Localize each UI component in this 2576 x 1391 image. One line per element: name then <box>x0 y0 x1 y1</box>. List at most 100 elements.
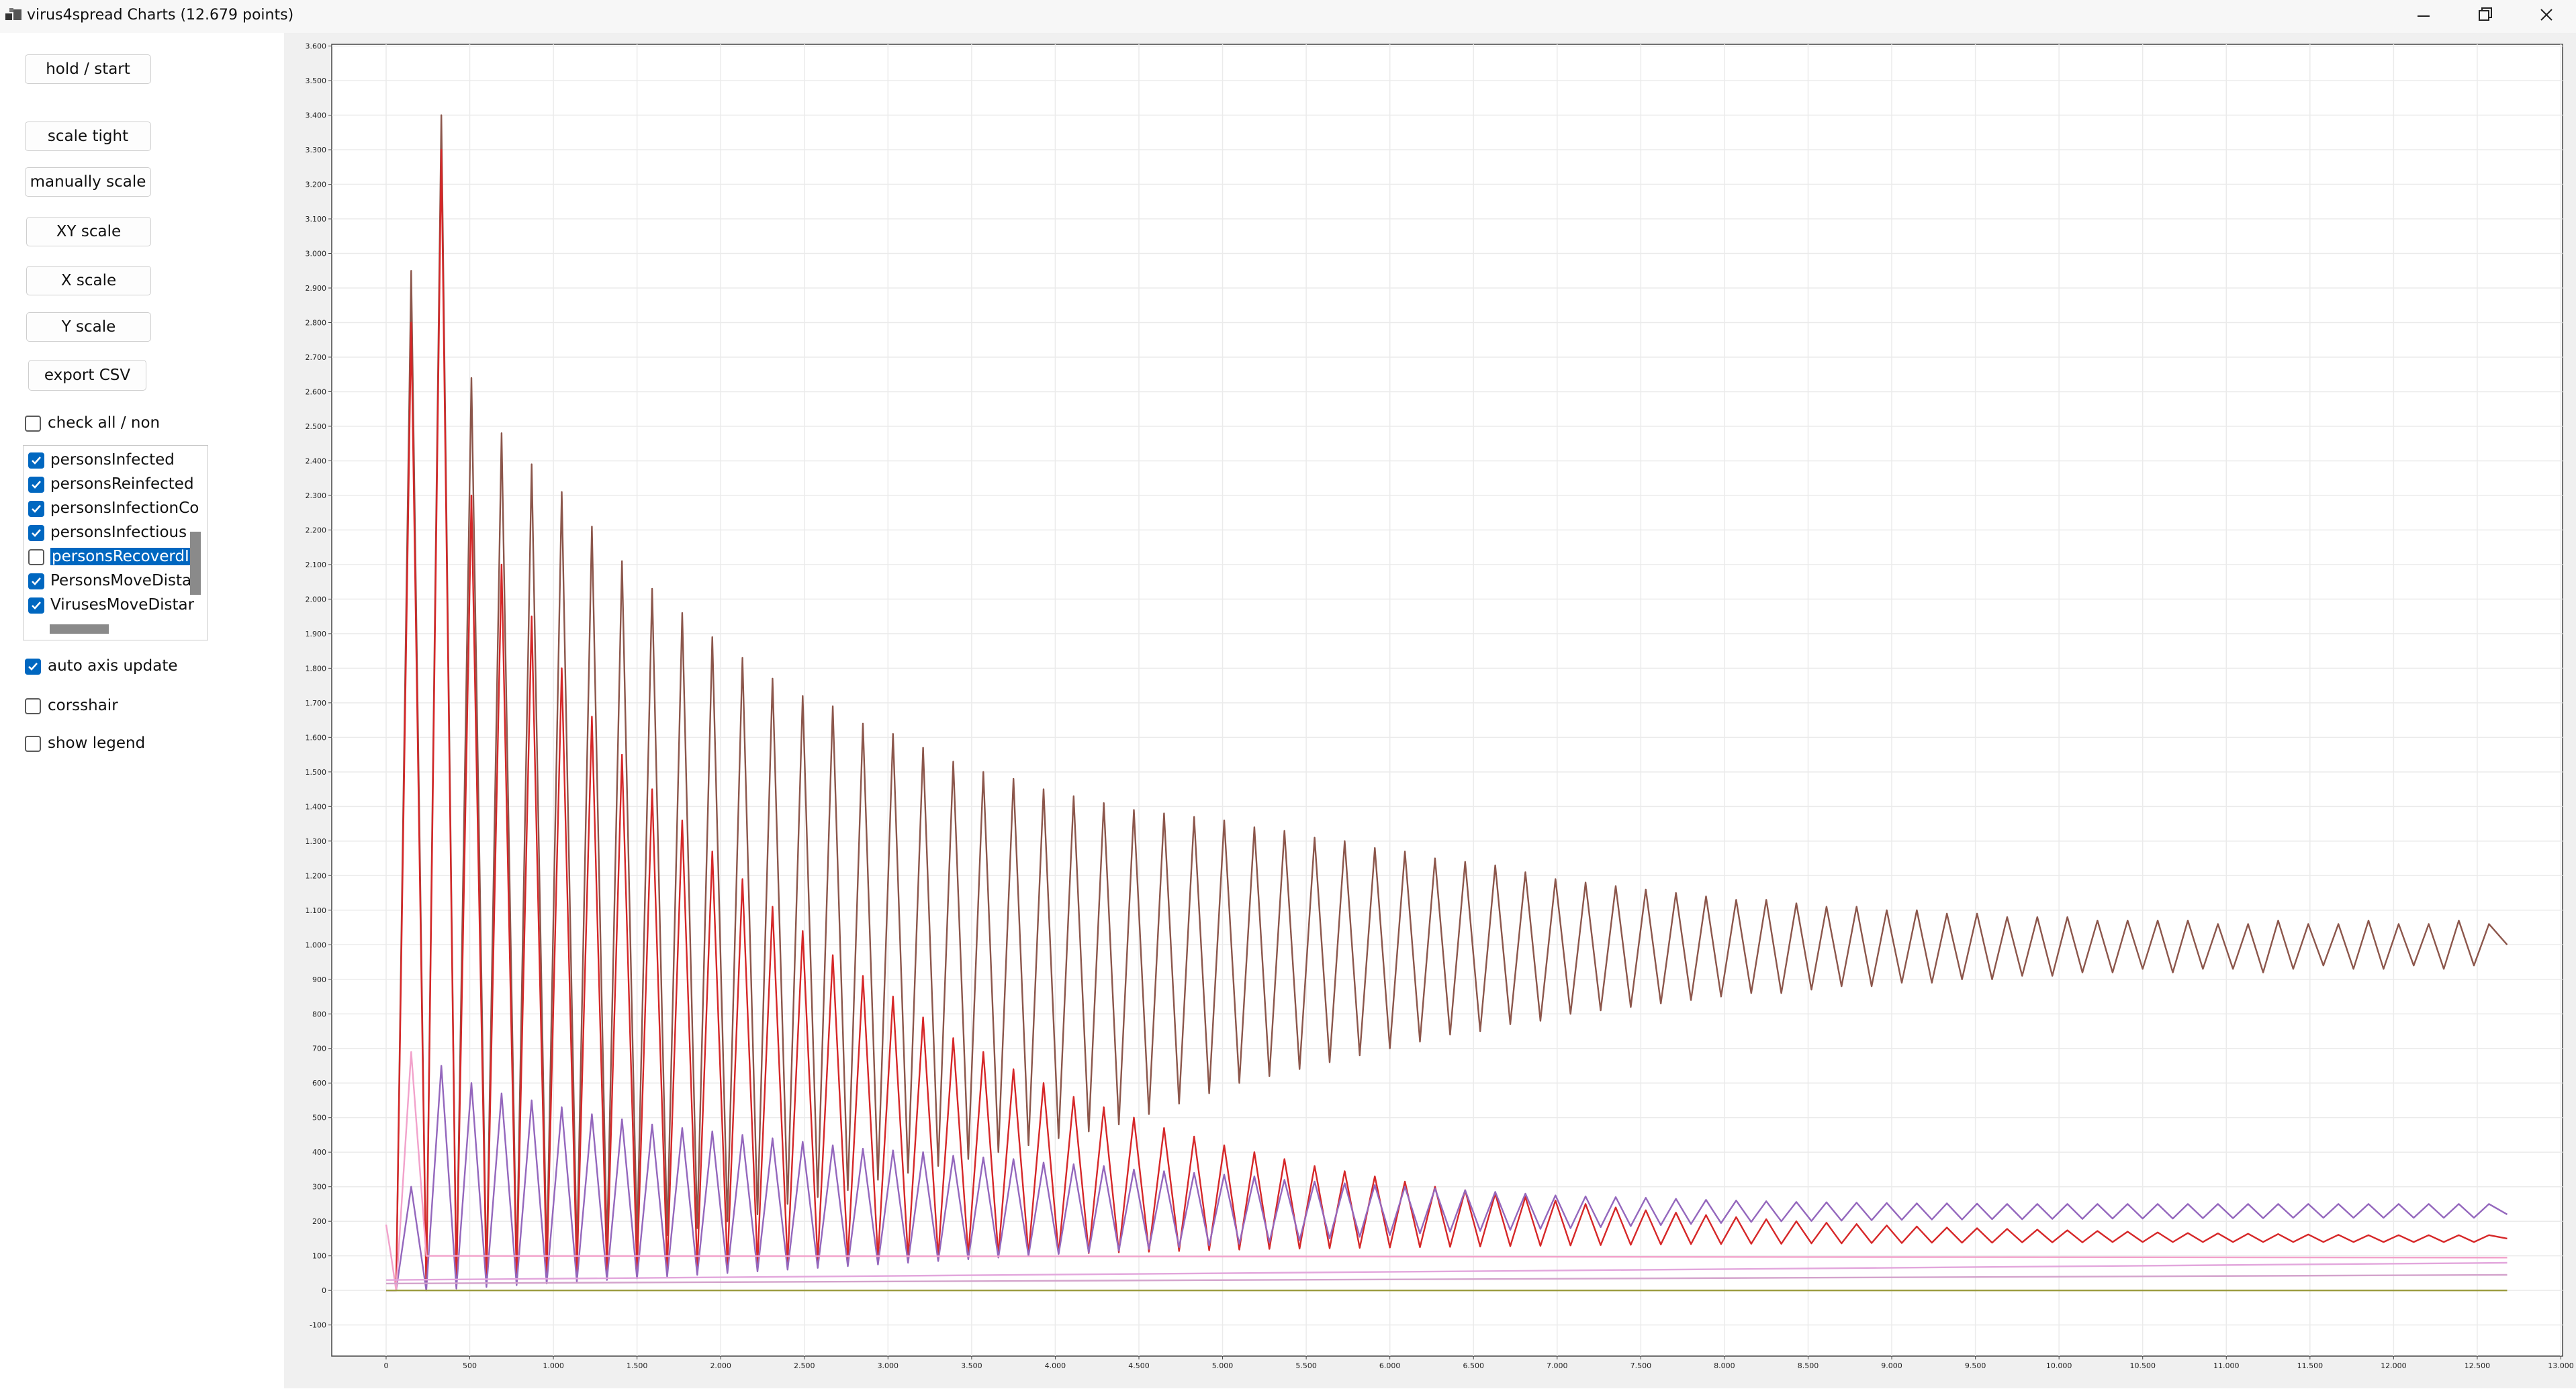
button[interactable]: Y scale <box>26 312 151 342</box>
series-list-item[interactable]: personsReinfected <box>50 475 194 493</box>
checkbox[interactable] <box>25 659 41 675</box>
y-tick-label: 2.000 <box>306 595 327 604</box>
y-tick-label: 2.700 <box>306 353 327 362</box>
x-tick-label: 11.000 <box>2213 1361 2240 1370</box>
app-icon <box>5 8 21 20</box>
checkbox[interactable] <box>28 573 44 589</box>
checkbox[interactable] <box>28 597 44 614</box>
chart-area: -100 0 100 200 300 400 500 600 700 800 900 1.000 1.1… <box>284 33 2576 1388</box>
y-tick-label: 600 <box>312 1079 326 1088</box>
window-controls <box>2418 7 2552 21</box>
button[interactable]: X scale <box>26 266 151 295</box>
scrollbar-thumb[interactable] <box>50 624 109 634</box>
y-tick-label: 3.600 <box>306 42 327 51</box>
checkbox[interactable] <box>28 501 44 517</box>
checkbox[interactable] <box>28 549 44 565</box>
checkbox[interactable] <box>25 416 41 432</box>
checkbox[interactable] <box>28 477 44 493</box>
x-tick-label: 7.000 <box>1547 1361 1568 1370</box>
x-tick-label: 13.000 <box>2548 1361 2574 1370</box>
series-list-item[interactable]: PersonsMoveDistar <box>50 572 198 589</box>
checkbox[interactable] <box>25 698 41 714</box>
button[interactable]: export CSV <box>28 360 146 391</box>
series-list-item[interactable]: personsInfectionCo <box>50 499 199 517</box>
x-tick-label: 2.000 <box>710 1361 731 1370</box>
checkbox[interactable] <box>28 452 44 469</box>
x-tick-label: 11.500 <box>2297 1361 2324 1370</box>
scrollbar-thumb[interactable] <box>190 532 201 595</box>
y-tick-label: 1.500 <box>306 768 327 777</box>
y-tick-label: 2.900 <box>306 284 327 293</box>
x-tick-label: 9.000 <box>1881 1361 1902 1370</box>
y-tick-label: 2.800 <box>306 318 327 327</box>
x-tick-label: 5.000 <box>1212 1361 1234 1370</box>
y-tick-label: 2.100 <box>306 561 327 569</box>
close-button[interactable] <box>2540 9 2552 21</box>
y-tick-label: -100 <box>310 1321 326 1330</box>
y-tick-label: 300 <box>312 1183 326 1192</box>
y-tick-label: 1.300 <box>306 837 327 846</box>
plot-frame <box>331 44 2563 1357</box>
x-tick-label: 9.500 <box>1965 1361 1986 1370</box>
button[interactable]: scale tight <box>25 122 151 151</box>
x-tick-label: 5.500 <box>1295 1361 1317 1370</box>
option-label[interactable]: corsshair <box>48 697 118 714</box>
y-tick-label: 1.000 <box>306 941 327 949</box>
checkbox[interactable] <box>25 736 41 752</box>
y-tick-label: 1.900 <box>306 630 327 638</box>
x-tick-label: 7.500 <box>1630 1361 1652 1370</box>
y-tick-label: 200 <box>312 1217 326 1226</box>
y-tick-label: 3.300 <box>306 146 327 154</box>
button[interactable]: XY scale <box>26 217 151 246</box>
restore-button[interactable] <box>2479 7 2492 21</box>
x-tick-label: 10.000 <box>2046 1361 2072 1370</box>
window-title: virus4spread Charts (12.679 points) <box>27 7 294 23</box>
option-label[interactable]: show legend <box>48 734 146 752</box>
y-tick-label: 2.200 <box>306 526 327 534</box>
option-label[interactable]: auto axis update <box>48 657 178 675</box>
x-tick-label: 3.500 <box>961 1361 982 1370</box>
x-tick-label: 6.500 <box>1463 1361 1484 1370</box>
series-line <box>386 1065 2508 1292</box>
title-bar: virus4spread Charts (12.679 points) <box>0 0 2576 33</box>
x-tick-label: 8.500 <box>1798 1361 1819 1370</box>
series-list-item[interactable]: personsRecoverdIn <box>50 548 201 565</box>
button[interactable]: manually scale <box>25 167 151 197</box>
series-line <box>386 148 2508 1292</box>
x-tick-label: 12.500 <box>2465 1361 2491 1370</box>
y-tick-label: 2.600 <box>306 387 327 396</box>
x-tick-label: 3.000 <box>878 1361 899 1370</box>
y-tick-label: 1.400 <box>306 802 327 811</box>
x-tick-label: 8.000 <box>1714 1361 1735 1370</box>
series-list-item[interactable]: personsInfected <box>50 451 175 469</box>
y-tick-label: 1.200 <box>306 871 327 880</box>
x-tick-label: 1.000 <box>543 1361 564 1370</box>
series-line <box>386 114 2508 1292</box>
series-list-item[interactable]: VirusesMoveDistar <box>50 596 195 614</box>
x-tick-label: 12.000 <box>2381 1361 2407 1370</box>
series-line <box>385 1274 2508 1285</box>
y-tick-label: 100 <box>312 1252 326 1261</box>
y-tick-label: 2.500 <box>306 422 327 431</box>
y-tick-label: 2.300 <box>306 491 327 500</box>
x-tick-label: 1.500 <box>627 1361 648 1370</box>
x-tick-label: 6.000 <box>1379 1361 1401 1370</box>
x-tick-label: 4.000 <box>1045 1361 1066 1370</box>
series-line <box>385 1051 2508 1292</box>
y-tick-label: 400 <box>312 1148 326 1157</box>
checkbox-label[interactable]: check all / non <box>48 414 160 432</box>
series-line <box>385 1261 2508 1281</box>
x-tick-label: 4.500 <box>1128 1361 1150 1370</box>
series-list-item[interactable]: personsInfectious <box>50 524 187 541</box>
y-tick-label: 800 <box>312 1010 326 1018</box>
button[interactable]: hold / start <box>25 54 151 84</box>
x-tick-label: 10.500 <box>2129 1361 2156 1370</box>
y-tick-label: 1.800 <box>306 664 327 673</box>
x-tick-label: 500 <box>463 1361 477 1370</box>
chart: -100 0 100 200 300 400 500 600 700 800 900 1.000 1.1… <box>306 42 2574 1370</box>
y-tick-label: 700 <box>312 1045 326 1053</box>
checkbox[interactable] <box>28 525 44 541</box>
y-tick-label: 500 <box>312 1114 326 1122</box>
y-tick-label: 1.700 <box>306 699 327 708</box>
